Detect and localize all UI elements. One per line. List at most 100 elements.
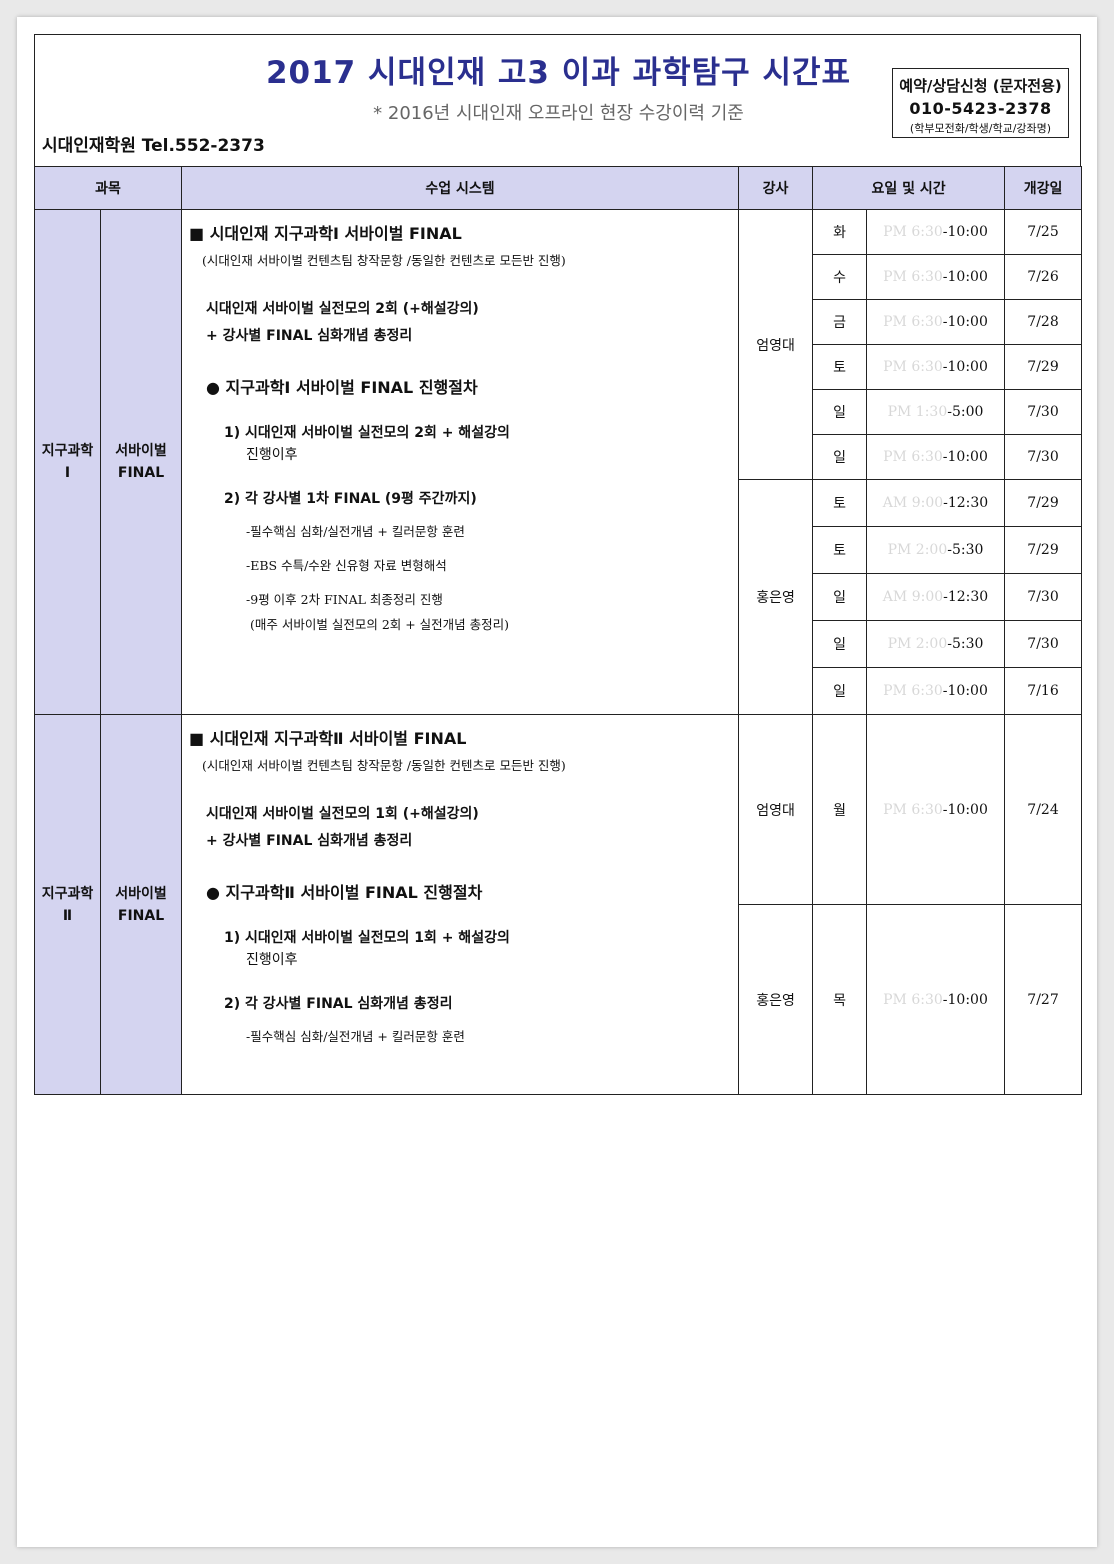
time-cell: PM 1:30-5:00 [866,389,1006,435]
time-cell: PM 6:30-10:00 [866,344,1006,390]
time-cell: AM 9:00-12:30 [866,479,1006,527]
instructor-cell: 엄영대 [738,209,814,480]
system-line-step2: 2) 각 강사별 FINAL 심화개념 총정리 [224,996,453,1012]
start-date-cell: 7/29 [1004,526,1083,574]
time-start: PM 6:30 [883,224,943,240]
time-start: PM 6:30 [883,314,943,330]
timetable: 과목 수업 시스템 강사 요일 및 시간 개강일 지구과학 Ⅰ 서바이벌 FINA… [33,166,1083,1095]
time-cell: PM 2:00-5:30 [866,620,1006,668]
system-line-step1b: 진행이후 [246,447,298,463]
system-line-sub1: -필수핵심 심화/실전개념 + 킬러문항 훈련 [246,1029,465,1044]
time-end: -10:00 [942,359,988,375]
day-cell: 일 [812,667,868,715]
system-line-main1: 시대인재 서바이벌 실전모의 1회 (+해설강의) [206,806,479,822]
day-cell: 일 [812,434,868,480]
time-end: -5:00 [947,404,984,420]
start-date-cell: 7/30 [1004,434,1083,480]
time-cell: PM 6:30-10:00 [866,254,1006,300]
page-subtitle: * 2016년 시대인재 오프라인 현장 수강이력 기준 [373,103,744,124]
header-start-date: 개강일 [1004,166,1083,210]
system-line-sub4: (매주 서바이벌 실전모의 2회 + 실전개념 총정리) [250,617,510,632]
day-cell: 일 [812,389,868,435]
time-end: -5:30 [947,542,984,558]
start-date-cell: 7/29 [1004,344,1083,390]
header-day-time: 요일 및 시간 [812,166,1006,210]
header-system: 수업 시스템 [181,166,740,210]
time-cell: PM 6:30-10:00 [866,434,1006,480]
time-end: -5:30 [947,636,984,652]
time-cell: PM 6:30-10:00 [866,667,1006,715]
time-cell: PM 6:30-10:00 [866,209,1006,255]
system-line-note: (시대인재 서바이벌 컨텐츠팀 창작문항 /동일한 컨텐츠로 모든반 진행) [202,253,566,268]
course-cell: 서바이벌 FINAL [99,209,183,715]
time-start: PM 2:00 [887,542,948,558]
time-cell: PM 6:30-10:00 [866,714,1006,905]
table-row: 지구과학 Ⅱ 서바이벌 FINAL ■ 시대인재 지구과학Ⅱ 서바이벌 FINAL (… [34,714,1083,1095]
time-start: PM 1:30 [887,404,948,420]
start-date-cell: 7/27 [1004,904,1083,1095]
start-date-cell: 7/16 [1004,667,1083,715]
time-end: -12:30 [943,589,989,605]
time-end: -12:30 [943,495,989,511]
subject-cell: 지구과학 Ⅱ [34,714,101,1095]
day-cell: 토 [812,344,868,390]
day-cell: 일 [812,620,868,668]
system-line-sub1: -필수핵심 심화/실전개념 + 킬러문항 훈련 [246,524,465,539]
system-line-main2: + 강사별 FINAL 심화개념 총정리 [206,328,413,344]
start-date-cell: 7/29 [1004,479,1083,527]
system-line-heading: ■ 시대인재 지구과학Ⅰ 서바이벌 FINAL [189,224,462,243]
table-row: 토 PM 6:30-10:00 7/29 [35,344,1083,390]
table-row: 일 AM 9:00-12:30 7/30 [35,573,1083,621]
start-date-cell: 7/30 [1004,620,1083,668]
day-cell: 토 [812,526,868,574]
system-line-note: (시대인재 서바이벌 컨텐츠팀 창작문항 /동일한 컨텐츠로 모든반 진행) [202,758,566,773]
day-cell: 수 [812,254,868,300]
time-start: AM 9:00 [882,495,944,511]
start-date-cell: 7/26 [1004,254,1083,300]
day-cell: 일 [812,573,868,621]
table-row: 지구과학 Ⅰ 서바이벌 FINAL ■ 시대인재 지구과학Ⅰ 서바이벌 FINAL (… [34,209,1083,715]
reservation-label: 예약/상담신청 (문자전용) [899,77,1062,95]
table-row: 홍은영 목 PM 6:30-10:00 7/27 [35,904,1083,1095]
reservation-phone: 010-5423-2378 [909,99,1052,118]
time-start: AM 9:00 [882,589,944,605]
academy-contact: 시대인재학원 Tel.552-2373 [42,136,265,156]
system-line-heading: ■ 시대인재 지구과학Ⅱ 서바이벌 FINAL [189,729,467,748]
table-header-row: 과목 수업 시스템 강사 요일 및 시간 개강일 [33,166,1083,210]
header-instructor: 강사 [738,166,814,210]
time-end: -10:00 [942,991,988,1008]
day-cell: 화 [812,209,868,255]
system-line-step1b: 진행이후 [246,952,298,968]
system-line-proc: ● 지구과학Ⅱ 서바이벌 FINAL 진행절차 [206,883,483,902]
course-cell: 서바이벌 FINAL [99,714,183,1095]
table-row: 일 PM 6:30-10:00 7/16 [35,667,1083,715]
day-cell: 목 [812,904,868,1095]
reservation-box: 예약/상담신청 (문자전용) 010-5423-2378 (학부모전화/학생/학… [892,68,1069,138]
system-line-step1a: 1) 시대인재 서바이벌 실전모의 1회 + 해설강의 [224,930,510,946]
start-date-cell: 7/30 [1004,389,1083,435]
system-cell: ■ 시대인재 지구과학Ⅰ 서바이벌 FINAL (시대인재 서바이벌 컨텐츠팀 창… [181,209,740,715]
page-title: 2017 시대인재 고3 이과 과학탐구 시간표 [265,55,852,91]
instructor-cell: 홍은영 [738,904,814,1095]
table-row: 홍은영 토 AM 9:00-12:30 7/29 [35,479,1083,715]
system-line-proc: ● 지구과학Ⅰ 서바이벌 FINAL 진행절차 [206,378,478,397]
time-start: PM 6:30 [883,683,943,699]
system-line-step2: 2) 각 강사별 1차 FINAL (9평 주간까지) [224,491,477,507]
time-start: PM 2:00 [887,636,948,652]
time-end: -10:00 [942,314,988,330]
header-subject: 과목 [33,166,183,210]
time-cell: PM 2:00-5:30 [866,526,1006,574]
timetable-sheet: 2017 시대인재 고3 이과 과학탐구 시간표 * 2016년 시대인재 오프… [33,34,1083,1095]
time-end: -10:00 [942,269,988,285]
table-row: 수 PM 6:30-10:00 7/26 [35,254,1083,300]
start-date-cell: 7/28 [1004,299,1083,345]
time-end: -10:00 [942,801,988,818]
start-date-cell: 7/25 [1004,209,1083,255]
table-row: 토 PM 2:00-5:30 7/29 [35,526,1083,574]
table-row: 일 PM 2:00-5:30 7/30 [35,620,1083,668]
time-end: -10:00 [942,683,988,699]
day-cell: 월 [812,714,868,905]
system-line-sub2: -EBS 수특/수완 신유형 자료 변형해석 [246,558,447,573]
day-cell: 금 [812,299,868,345]
time-cell: PM 6:30-10:00 [866,904,1006,1095]
